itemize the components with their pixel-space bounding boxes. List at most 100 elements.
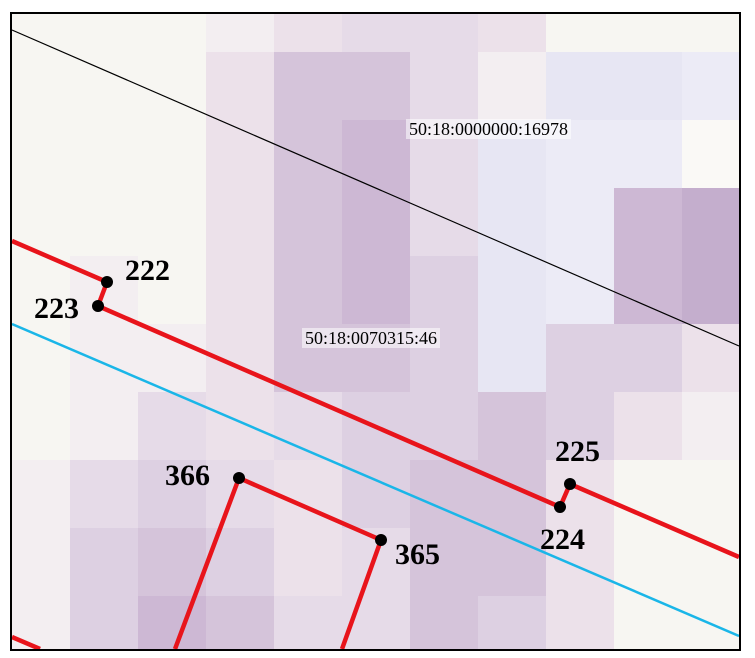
point-marker-365[interactable] [375,534,387,546]
point-label-225: 225 [555,435,600,468]
raster-cell [138,460,207,529]
raster-cell [682,324,739,393]
raster-cell [12,14,71,53]
point-label-223: 223 [34,292,79,325]
raster-cell [478,596,547,649]
raster-cell [342,120,411,189]
point-marker-222[interactable] [101,276,113,288]
raster-cell [12,528,71,597]
raster-cell [478,256,547,325]
map-canvas[interactable] [12,14,739,649]
raster-cell [478,14,547,53]
raster-cell [274,52,343,121]
raster-cell [206,256,275,325]
cadastral-boundary-line [12,29,739,347]
raster-cell [682,188,739,257]
parcel-boundary-lower [172,474,384,649]
raster-cell [138,14,207,53]
raster-cell [478,188,547,257]
raster-cell [206,460,275,529]
point-marker-225[interactable] [564,478,576,490]
raster-cell [682,392,739,461]
raster-cell [70,324,139,393]
raster-cell [206,188,275,257]
point-marker-223[interactable] [92,300,104,312]
raster-cell [546,14,615,53]
raster-cell [614,256,683,325]
raster-cell [682,460,739,529]
raster-cell [614,188,683,257]
raster-cell [546,324,615,393]
raster-cell [138,596,207,649]
raster-cell [546,392,615,461]
raster-cell [410,596,479,649]
parcel-boundary-upper [12,238,739,560]
raster-cell [206,120,275,189]
raster-cell [682,52,739,121]
raster-cell [206,596,275,649]
raster-cell [614,324,683,393]
boundary-points [92,276,576,546]
raster-cell [70,188,139,257]
raster-cell [682,14,739,53]
raster-cell [138,256,207,325]
raster-cell [206,14,275,53]
point-label-366: 366 [165,459,210,492]
raster-cell [138,120,207,189]
raster-cell [410,256,479,325]
raster-cell [478,52,547,121]
raster-cell [274,120,343,189]
point-label-365: 365 [395,538,440,571]
road-line [12,322,739,638]
raster-cell [274,188,343,257]
raster-cell [614,392,683,461]
raster-cell [546,52,615,121]
point-marker-366[interactable] [233,472,245,484]
point-marker-224[interactable] [554,501,566,513]
raster-cell [410,392,479,461]
raster-cell [274,256,343,325]
raster-cell [70,528,139,597]
raster-cell [12,256,71,325]
raster-cell [342,188,411,257]
raster-cell [410,460,479,529]
raster-cell [546,528,615,597]
raster-cell [138,528,207,597]
raster-cell [614,120,683,189]
raster-cell [206,52,275,121]
raster-cell [12,52,71,121]
parcel-id-label-central: 50:18:0070315:46 [302,328,441,348]
raster-cell [206,392,275,461]
raster-cell [70,52,139,121]
raster-cell [138,324,207,393]
raster-cell [410,188,479,257]
raster-cell [614,528,683,597]
raster-cell [138,188,207,257]
raster-cell [274,528,343,597]
raster-cell [410,528,479,597]
point-label-222: 222 [125,254,170,287]
raster-cell [70,120,139,189]
raster-cell [70,596,139,649]
map-viewport[interactable]: 50:18:0000000:16978 50:18:0070315:46 222… [10,12,741,651]
raster-cell [478,392,547,461]
raster-cell [70,460,139,529]
raster-cell [70,14,139,53]
raster-cell [546,188,615,257]
raster-cell [682,528,739,597]
raster-cell [342,14,411,53]
raster-cell [614,596,683,649]
raster-cell [12,324,71,393]
raster-cell [342,52,411,121]
raster-cell [546,596,615,649]
parcel-boundary-corner [12,634,41,649]
raster-cell [70,392,139,461]
raster-cell [12,392,71,461]
raster-cell [12,460,71,529]
raster-cell [274,392,343,461]
raster-cell [614,14,683,53]
raster-cell [682,120,739,189]
raster-cell [546,460,615,529]
point-label-224: 224 [540,523,585,556]
raster-cell [274,14,343,53]
